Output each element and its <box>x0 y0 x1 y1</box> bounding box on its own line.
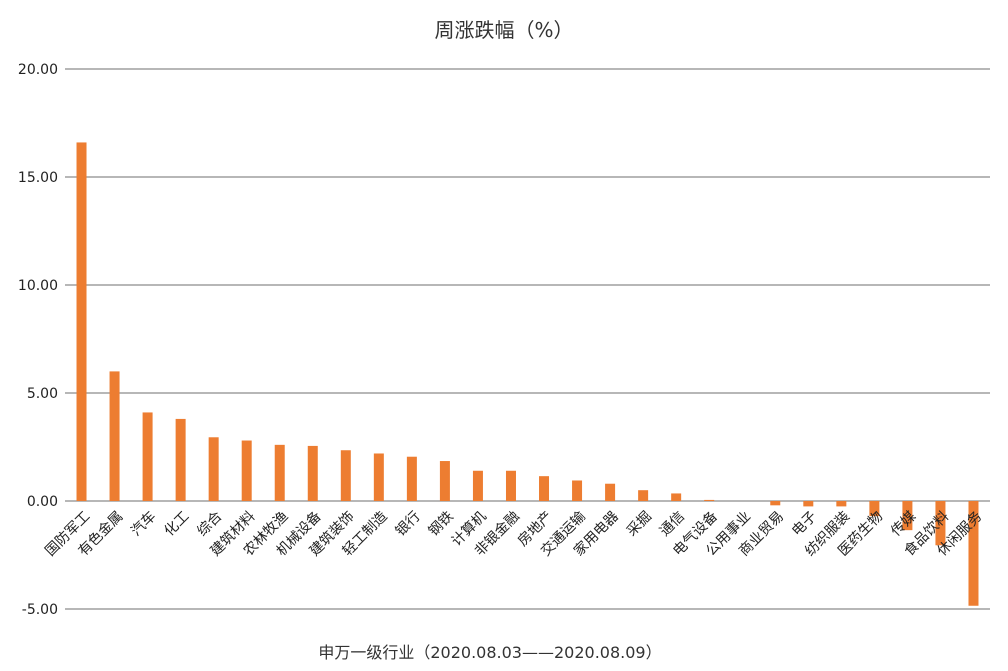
y-tick-label: 0.00 <box>27 494 58 510</box>
bar-6 <box>241 440 252 501</box>
x-tick-label: 采掘 <box>624 509 655 540</box>
bar-9 <box>340 450 351 501</box>
bar-22 <box>770 501 781 506</box>
gridlines <box>65 68 990 610</box>
y-tick-label: 15.00 <box>18 170 58 186</box>
bar-2 <box>109 371 120 501</box>
bar-14 <box>505 470 516 501</box>
bar-13 <box>472 470 483 501</box>
bar-18 <box>638 490 649 501</box>
bar-15 <box>539 476 550 501</box>
y-axis-ticks: 20.00 15.00 10.00 5.00 0.00 -5.00 <box>18 62 58 618</box>
x-tick-label: 汽车 <box>128 508 160 540</box>
bar-4 <box>175 418 186 501</box>
bars <box>76 142 979 606</box>
bar-26 <box>902 501 913 531</box>
x-axis-label: 申万一级行业（2020.08.03——2020.08.09） <box>318 643 661 662</box>
x-tick-label: 化工 <box>161 509 192 540</box>
bar-12 <box>439 461 450 501</box>
bar-10 <box>373 453 384 501</box>
y-tick-label: 20.00 <box>18 62 58 78</box>
bar-3 <box>142 412 153 501</box>
x-tick-label: 银行 <box>393 509 424 540</box>
chart-title: 周涨跌幅（%） <box>434 18 573 42</box>
bar-20 <box>704 499 715 501</box>
y-tick-label: 5.00 <box>27 386 58 402</box>
bar-5 <box>208 437 219 501</box>
bar-1 <box>76 142 87 501</box>
bar-19 <box>671 493 682 501</box>
bar-17 <box>605 483 616 501</box>
bar-27 <box>935 501 946 546</box>
bar-11 <box>406 456 417 501</box>
bar-24 <box>836 501 847 507</box>
bar-28 <box>968 501 979 606</box>
bar-7 <box>274 444 285 501</box>
bar-8 <box>307 445 318 501</box>
bar-25 <box>869 501 880 517</box>
y-tick-label: 10.00 <box>18 278 58 294</box>
bar-16 <box>572 480 583 501</box>
bar-23 <box>803 501 814 507</box>
y-tick-label: -5.00 <box>22 602 58 618</box>
